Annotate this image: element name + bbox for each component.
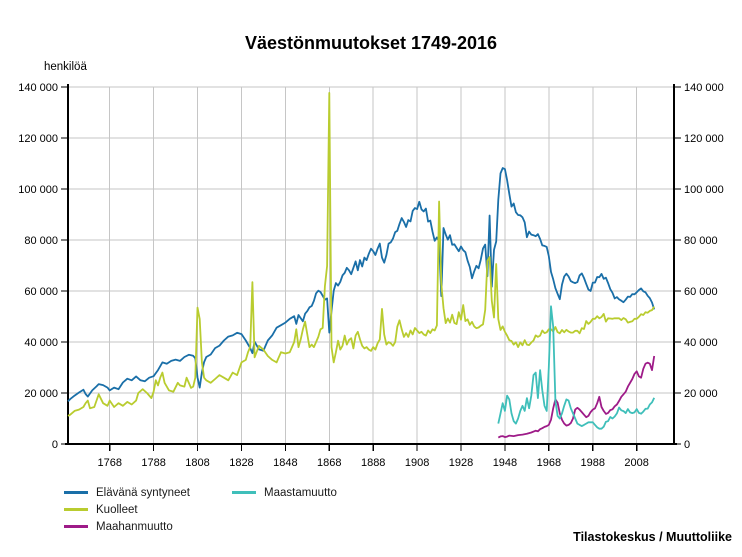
legend-label: Kuolleet [96,503,138,516]
y-tick-label-left: 40 000 [24,337,58,349]
y-tick-label-left: 140 000 [18,82,58,94]
series-line-kuolleet [67,92,655,417]
y-tick-label-right: 60 000 [684,286,718,298]
legend-swatch [64,525,88,528]
y-axis-unit-label: henkilöä [44,61,87,73]
legend-swatch [64,508,88,511]
legend-item-kuolleet: Kuolleet [64,504,232,516]
x-tick-label: 1808 [185,457,209,469]
x-tick-label: 1928 [449,457,473,469]
legend-swatch [64,491,88,494]
y-tick-label-left: 60 000 [24,286,58,298]
x-tick-label: 1828 [229,457,253,469]
series-line-maahanmuutto [497,355,656,439]
y-tick-label-right: 40 000 [684,337,718,349]
x-tick-label: 1968 [537,457,561,469]
x-tick-label: 1988 [581,457,605,469]
legend: Elävänä syntyneet Kuolleet Maahanmuutto Maa… [64,484,337,535]
y-tick-label-right: 140 000 [684,82,724,94]
y-tick-label-right: 120 000 [684,133,724,145]
legend-label: Maastamuutto [264,486,337,499]
legend-label: Elävänä syntyneet [96,486,190,499]
chart-title: Väestönmuutokset 1749-2016 [244,33,498,53]
x-tick-label: 1888 [361,457,385,469]
y-tick-label-right: 20 000 [684,388,718,400]
legend-item-maahanmuutto: Maahanmuutto [64,521,232,533]
x-tick-label: 1948 [493,457,517,469]
x-tick-label: 1908 [405,457,429,469]
y-tick-label-left: 120 000 [18,133,58,145]
series-line-maastamuutto [497,305,656,430]
x-tick-label: 1868 [317,457,341,469]
y-tick-label-left: 80 000 [24,235,58,247]
legend-swatch [232,491,256,494]
legend-item-maastamuutto: Maastamuutto [232,487,337,499]
x-tick-label: 2008 [624,457,648,469]
y-tick-label-left: 0 [52,439,58,451]
y-tick-label-right: 80 000 [684,235,718,247]
x-tick-label: 1788 [141,457,165,469]
x-tick-label: 1768 [97,457,121,469]
y-tick-label-right: 0 [684,439,690,451]
y-tick-label-left: 20 000 [24,388,58,400]
y-tick-label-right: 100 000 [684,184,724,196]
legend-label: Maahanmuutto [96,520,173,533]
legend-item-el-v-n-syntyneet: Elävänä syntyneet [64,487,232,499]
source-credit: Tilastokeskus / Muuttoliike [573,530,732,544]
x-tick-label: 1848 [273,457,297,469]
series-line-el-v-n-syntyneet [67,167,656,403]
y-tick-label-left: 100 000 [18,184,58,196]
